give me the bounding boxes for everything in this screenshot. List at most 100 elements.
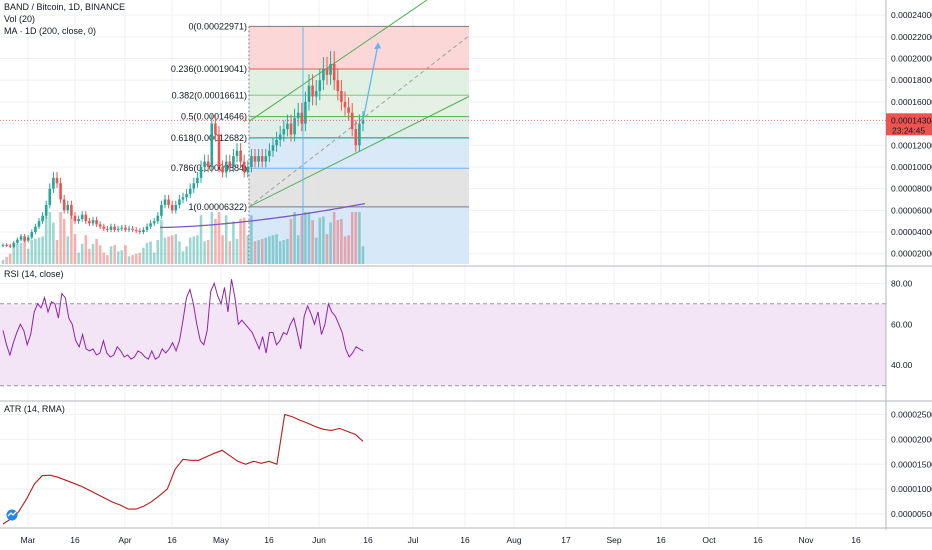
candle-body [329, 63, 332, 75]
candlesticks [1, 51, 365, 249]
candle-body [52, 177, 55, 189]
candle-body [286, 123, 289, 130]
atr-tick-label: 0.00001500 [891, 459, 932, 469]
volume-bar [300, 215, 304, 264]
candle-body [192, 183, 196, 189]
volume-bar [26, 248, 30, 264]
volume-bar [5, 256, 8, 264]
candle-body [264, 156, 268, 162]
rsi-tick-label: 60.00 [891, 319, 913, 329]
volume-bar [268, 236, 271, 264]
atr-tick-label: 0.00001000 [891, 484, 932, 494]
volume-bar [264, 237, 268, 264]
price-tick-label: 0.00020000 [891, 54, 932, 64]
candle-body [181, 197, 185, 200]
fib-level-label: 0.236(0.00019041) [171, 64, 247, 74]
candle-body [217, 134, 221, 167]
volume-bar [34, 238, 37, 264]
candle-body [88, 221, 91, 224]
time-tick-label: Nov [798, 535, 814, 545]
volume-bar [52, 222, 55, 264]
volume-bar [138, 252, 142, 264]
candle-body [354, 129, 358, 146]
candle-body [361, 120, 365, 124]
volume-bar [343, 236, 347, 264]
candle-body [188, 188, 192, 195]
candle-body [30, 232, 34, 238]
atr-tick-label: 0.00002500 [891, 409, 932, 419]
candle-body [253, 156, 257, 162]
last-price-value: 0.00014304 [891, 115, 932, 125]
volume-bar [332, 212, 336, 264]
volume-bar [286, 238, 289, 264]
candle-body [304, 101, 307, 124]
candle-body [145, 226, 149, 230]
time-tick-label: 16 [460, 535, 470, 545]
volume-bar [293, 212, 296, 264]
volume-bar [84, 235, 88, 264]
volume-bar [318, 217, 322, 264]
volume-bar [199, 215, 203, 264]
time-tick-label: 16 [264, 535, 274, 545]
candle-body [138, 230, 142, 233]
candle-body [228, 161, 232, 167]
volume-bar [322, 216, 325, 264]
price-tick-label: 0.00024000 [891, 10, 932, 20]
volume-bar [44, 216, 48, 264]
candle-body [336, 80, 340, 92]
fib-level-label: 0.382(0.00016611) [172, 90, 247, 100]
candle-body [246, 166, 250, 173]
candle-body [113, 226, 116, 230]
candle-body [12, 242, 16, 247]
candle-body [55, 177, 59, 184]
volume-bar [239, 218, 242, 264]
volume-bar [224, 215, 228, 264]
time-tick-label: Jun [312, 535, 326, 545]
candle-body [268, 150, 271, 157]
pane-separators[interactable] [0, 0, 932, 530]
volume-bar [160, 220, 163, 264]
candle-body [62, 199, 66, 211]
time-axis[interactable]: Mar 16 Apr 16 May 16 Jun 16 Jul 16 Aug 17 Sep 16 Oct 16… [21, 535, 861, 545]
fib-level-label: 0.618(0.00012682) [171, 133, 247, 143]
candle-body [185, 194, 188, 198]
fib-zone [249, 168, 469, 207]
price-tick-label: 0.00008000 [891, 184, 932, 194]
volume-bar [250, 215, 253, 264]
volume-bar [253, 241, 257, 264]
candle-body [59, 183, 62, 200]
volume-bar [106, 255, 109, 264]
time-tick-label: Mar [21, 535, 36, 545]
candle-body [271, 145, 275, 151]
time-tick-label: 16 [753, 535, 763, 545]
logo-icon[interactable] [5, 508, 19, 521]
candle-body [350, 112, 354, 130]
volume-bar [311, 220, 314, 264]
volume-bar [350, 212, 354, 264]
candle-body [152, 221, 156, 224]
candle-body [80, 214, 84, 220]
candle-body [250, 156, 253, 167]
volume-bar [271, 235, 275, 264]
candle-body [134, 229, 138, 231]
projection-arrow[interactable] [362, 42, 381, 121]
volume-bar [181, 251, 185, 264]
volume-bar [30, 240, 34, 264]
volume-bar [196, 235, 199, 264]
candle-body [174, 204, 178, 211]
candle-body [102, 226, 106, 229]
candle-body [332, 63, 336, 81]
price-axis[interactable]: 0.00024000 0.00022000 0.00020000 0.00018000… [891, 10, 932, 519]
time-tick-label: 16 [656, 535, 666, 545]
volume-bar [232, 221, 235, 264]
volume-bar [116, 251, 120, 264]
volume-bar [296, 235, 300, 264]
candle-body [163, 199, 167, 205]
volume-bar [23, 237, 26, 264]
volume-bar [62, 218, 66, 264]
volume-bar [214, 218, 217, 264]
fib-level-label: 1(0.00006322) [188, 202, 247, 212]
candle-body [210, 123, 214, 167]
candle-body [311, 85, 314, 97]
